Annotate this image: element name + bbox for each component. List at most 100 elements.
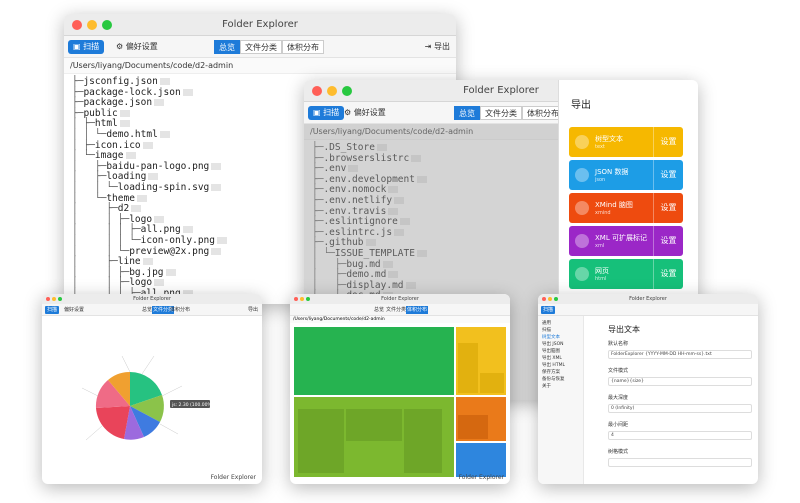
tree-row[interactable]: │ ├─baidu-pan-logo.png <box>72 161 456 173</box>
field-input[interactable] <box>608 458 752 467</box>
close-icon[interactable] <box>312 86 322 96</box>
tree-row[interactable]: │ │ ├─logo <box>72 277 456 289</box>
preferences-button[interactable]: ⚙ 偏好设置 <box>116 42 158 51</box>
export-card[interactable]: 树型文本 text 设置 <box>569 127 683 157</box>
export-card[interactable]: JSON 数据 json 设置 <box>569 160 683 190</box>
tree-row[interactable]: │ │ │ └─icon-only.png <box>72 235 456 247</box>
export-settings-button[interactable]: 设置 <box>653 226 683 256</box>
minimize-icon[interactable] <box>300 297 304 301</box>
tree-row[interactable]: ├─.env.development <box>312 174 698 186</box>
tree-row[interactable]: │ │ │ ├─all.png <box>72 225 456 236</box>
sidebar-item[interactable]: 导出 XML <box>542 356 562 361</box>
scan-button[interactable]: ▣ 扫描 <box>68 40 105 54</box>
treemap-block[interactable] <box>298 409 344 473</box>
tree-row[interactable]: │ │ └─preview@2x.png <box>72 246 456 258</box>
pie-slice[interactable] <box>124 406 144 440</box>
close-icon[interactable] <box>46 297 50 301</box>
pie-slice[interactable] <box>130 395 164 422</box>
sidebar-item[interactable]: 导出 HTML <box>542 363 565 368</box>
export-settings-button[interactable]: 设置 <box>653 193 683 223</box>
tab-file-category[interactable]: 文件分类 <box>480 106 522 120</box>
tree-row[interactable]: ├─.github <box>312 238 698 249</box>
tree-row[interactable]: │ ├─bug.md <box>312 259 698 271</box>
zoom-icon[interactable] <box>102 20 112 30</box>
tree-row[interactable]: │ └─image <box>72 150 456 162</box>
sidebar-item[interactable]: 通用 <box>542 321 551 326</box>
tab-file-category[interactable]: 文件分类 <box>152 306 175 314</box>
pie-slice[interactable] <box>95 380 130 408</box>
tree-row[interactable]: │ └─theme <box>72 193 456 205</box>
tree-row[interactable]: │ ├─demo.md <box>312 269 698 281</box>
sidebar-item[interactable]: 保存方案 <box>542 370 560 375</box>
tab-overview[interactable]: 总览 <box>214 40 240 54</box>
tree-row[interactable]: │ ├─html <box>72 119 456 130</box>
tree-row[interactable]: │ ├─display.md <box>312 280 698 292</box>
export-settings-button[interactable]: 设置 <box>653 127 683 157</box>
tab-file-category[interactable]: 文件分类 <box>240 40 282 54</box>
minimize-icon[interactable] <box>52 297 56 301</box>
tab-size-distribution[interactable]: 体积分布 <box>282 40 324 54</box>
zoom-icon[interactable] <box>554 297 558 301</box>
zoom-icon[interactable] <box>306 297 310 301</box>
export-card[interactable]: XMind 脑图 xmind 设置 <box>569 193 683 223</box>
tab-size-distribution[interactable]: 体积分布 <box>406 306 429 314</box>
minimize-icon[interactable] <box>548 297 552 301</box>
export-settings-button[interactable]: 设置 <box>653 259 683 289</box>
treemap-block[interactable] <box>480 373 504 393</box>
tree-row[interactable]: │ ├─d2 <box>72 203 456 215</box>
pie-slice[interactable] <box>96 406 130 439</box>
tree-row[interactable]: ├─package.json <box>72 97 456 109</box>
sidebar-item[interactable]: 关于 <box>542 384 551 389</box>
preferences-button[interactable]: 偏好设置 <box>64 307 85 313</box>
treemap-block[interactable] <box>458 415 488 439</box>
tab-overview[interactable]: 总览 <box>142 307 153 313</box>
tree-row[interactable]: │ ├─loading <box>72 172 456 183</box>
treemap-block[interactable] <box>456 443 506 477</box>
pie-slice[interactable] <box>130 406 160 437</box>
tree-row[interactable]: ├─.DS_Store <box>312 142 698 154</box>
zoom-icon[interactable] <box>58 297 62 301</box>
tab-file-category[interactable]: 文件分类 <box>386 307 407 313</box>
export-card[interactable]: XML 可扩展标记 xml 设置 <box>569 226 683 256</box>
field-input[interactable]: {name}{size} <box>608 377 752 386</box>
tree-row[interactable]: │ └─ISSUE_TEMPLATE <box>312 248 698 260</box>
close-icon[interactable] <box>72 20 82 30</box>
tab-size-distribution[interactable]: 体积分布 <box>170 307 191 313</box>
sidebar-item[interactable]: 扫描 <box>542 328 551 333</box>
zoom-icon[interactable] <box>342 86 352 96</box>
export-card[interactable]: 网页 html 设置 <box>569 259 683 289</box>
tree-row[interactable]: ├─jsconfig.json <box>72 76 456 88</box>
export-button[interactable]: ⇥ 导出 <box>424 42 450 51</box>
close-icon[interactable] <box>542 297 546 301</box>
field-input[interactable]: 4 <box>608 431 752 440</box>
minimize-icon[interactable] <box>327 86 337 96</box>
tree-row[interactable]: │ │ ├─logo <box>72 214 456 226</box>
minimize-icon[interactable] <box>87 20 97 30</box>
scan-button[interactable]: ▣ 扫描 <box>308 106 345 120</box>
scan-button[interactable]: 扫描 <box>541 306 556 314</box>
sidebar-item[interactable]: 导出 JSON <box>542 342 564 347</box>
tree-row[interactable]: ├─.env <box>312 163 698 175</box>
tab-overview[interactable]: 总览 <box>374 307 385 313</box>
sidebar-item[interactable]: 树型文本 <box>542 335 560 340</box>
tree-row[interactable]: ├─.browserslistrc <box>312 153 698 165</box>
preferences-button[interactable]: ⚙ 偏好设置 <box>344 108 386 117</box>
treemap-block[interactable] <box>294 327 454 395</box>
export-button[interactable]: 导出 <box>247 307 258 313</box>
sidebar-item[interactable]: 备份与恢复 <box>542 377 565 382</box>
tree-row[interactable]: │ ├─icon.ico <box>72 140 456 152</box>
tab-overview[interactable]: 总览 <box>454 106 480 120</box>
export-settings-button[interactable]: 设置 <box>653 160 683 190</box>
pie-slice[interactable] <box>130 372 162 406</box>
tree-row[interactable]: │ │ │ ├─all.png <box>72 288 456 300</box>
tree-row[interactable]: │ │ ├─bg.jpg <box>72 267 456 279</box>
tree-row[interactable]: ├─.eslintrc.js <box>312 227 698 239</box>
tree-row[interactable]: ├─package-lock.json <box>72 87 456 99</box>
scan-button[interactable]: 扫描 <box>45 306 60 314</box>
tree-row[interactable]: │ │ └─demo.html <box>72 129 456 141</box>
field-input[interactable]: FolderExplorer {YYYY-MM-DD HH-mm-ss}.txt <box>608 350 752 359</box>
tree-row[interactable]: ├─.env.travis <box>312 206 698 218</box>
tree-row[interactable]: ├─.env.nomock <box>312 185 698 196</box>
close-icon[interactable] <box>294 297 298 301</box>
field-input[interactable]: 0 (Infinity) <box>608 404 752 413</box>
